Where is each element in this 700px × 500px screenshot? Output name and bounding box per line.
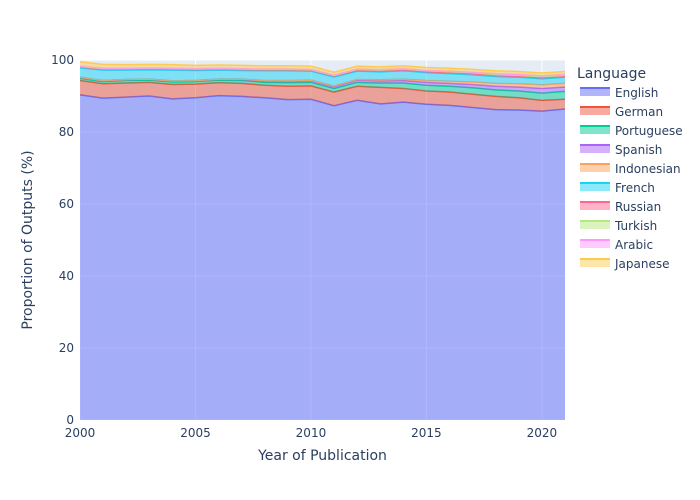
- legend: Language English German Portuguese Spanish I…: [577, 66, 683, 271]
- series-areas: [79, 61, 566, 421]
- legend-item-german[interactable]: German: [580, 105, 663, 119]
- legend-swatch: [580, 259, 610, 267]
- y-tick-label: 20: [59, 341, 74, 355]
- legend-label: French: [615, 181, 655, 195]
- y-tick-label: 40: [59, 269, 74, 283]
- area-indonesian: [80, 77, 565, 89]
- legend-label: Russian: [615, 200, 661, 214]
- legend-label: Turkish: [614, 219, 657, 233]
- legend-label: Spanish: [615, 143, 662, 157]
- y-tick-label: 0: [66, 413, 74, 427]
- legend-title: Language: [577, 66, 646, 82]
- y-tick-label: 60: [59, 197, 74, 211]
- x-tick-label: 2020: [527, 426, 558, 440]
- legend-label: Portuguese: [615, 124, 683, 138]
- legend-item-spanish[interactable]: Spanish: [580, 143, 662, 157]
- legend-label: Japanese: [614, 257, 670, 271]
- y-tick-label: 80: [59, 125, 74, 139]
- legend-item-turkish[interactable]: Turkish: [580, 219, 657, 233]
- legend-swatch: [580, 164, 610, 172]
- legend-swatch: [580, 145, 610, 153]
- legend-swatch: [580, 126, 610, 134]
- legend-swatch: [580, 107, 610, 115]
- area-english: [80, 94, 565, 421]
- area-french: [80, 67, 565, 86]
- legend-item-russian[interactable]: Russian: [580, 200, 661, 214]
- legend-swatch: [580, 88, 610, 96]
- legend-label: Indonesian: [615, 162, 681, 176]
- legend-swatch: [580, 240, 610, 248]
- y-axis-ticks: 0 20 40 60 80 100: [51, 53, 74, 427]
- legend-item-portuguese[interactable]: Portuguese: [580, 124, 683, 138]
- legend-swatch: [580, 202, 610, 210]
- legend-label: German: [615, 105, 663, 119]
- x-tick-label: 2005: [180, 426, 211, 440]
- y-tick-label: 100: [51, 53, 74, 67]
- area-spanish: [80, 77, 565, 94]
- x-tick-label: 2015: [411, 426, 442, 440]
- legend-label: English: [615, 86, 658, 100]
- legend-item-arabic[interactable]: Arabic: [580, 238, 653, 252]
- area-german: [80, 80, 565, 112]
- legend-swatch: [580, 221, 610, 229]
- line-japanese: [79, 61, 566, 74]
- x-tick-label: 2000: [65, 426, 96, 440]
- legend-item-english[interactable]: English: [580, 86, 658, 100]
- x-axis-title: Year of Publication: [257, 448, 387, 464]
- legend-item-french[interactable]: French: [580, 181, 655, 195]
- legend-item-indonesian[interactable]: Indonesian: [580, 162, 681, 176]
- legend-label: Arabic: [615, 238, 653, 252]
- legend-item-japanese[interactable]: Japanese: [580, 257, 670, 271]
- x-tick-label: 2010: [296, 426, 327, 440]
- legend-swatch: [580, 183, 610, 191]
- x-axis-ticks: 2000 2005 2010 2015 2020: [65, 426, 557, 440]
- y-axis-title: Proportion of Outputs (%): [20, 150, 36, 329]
